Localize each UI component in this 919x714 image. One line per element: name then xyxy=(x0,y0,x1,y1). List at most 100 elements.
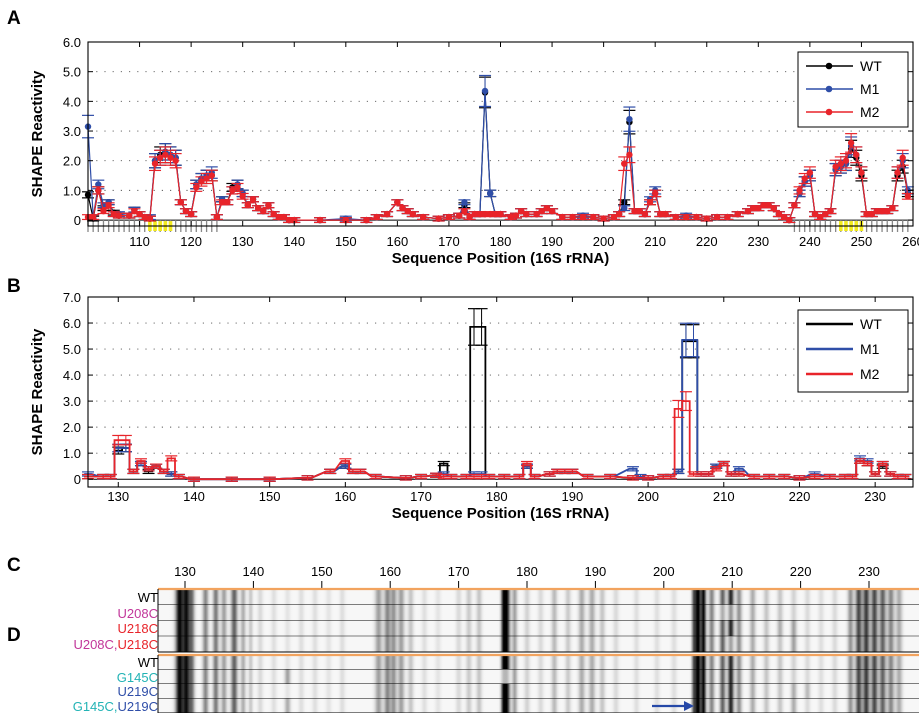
x-tick-label: 200 xyxy=(637,489,659,504)
y-tick-label: 6.0 xyxy=(63,316,81,331)
lane-label-part: U219C xyxy=(117,684,158,700)
x-tick-label: 170 xyxy=(410,489,432,504)
x-tick-label: 180 xyxy=(490,234,512,249)
x-tick-label: 150 xyxy=(259,489,281,504)
data-point xyxy=(878,207,886,215)
gel-panel-c xyxy=(157,587,919,653)
series-line xyxy=(88,141,909,221)
data-point xyxy=(126,212,133,219)
data-point xyxy=(471,210,478,218)
lane-label: U208C,U218C xyxy=(73,638,158,651)
y-tick-label: 0 xyxy=(74,472,81,487)
plot-frame xyxy=(87,296,914,488)
gel-tick-label: 230 xyxy=(858,564,880,579)
data-point xyxy=(873,207,881,215)
data-point xyxy=(156,154,164,161)
series-m1 xyxy=(82,74,914,224)
data-point xyxy=(538,207,545,215)
gel-tick-label: 190 xyxy=(585,564,607,579)
data-point xyxy=(543,204,551,212)
gel-position-axis: 130 140 150 160 170 180 190 200 210 220 230 xyxy=(174,564,880,588)
data-point xyxy=(234,184,241,191)
data-point xyxy=(265,202,272,209)
lane-label-part: U218C xyxy=(117,637,158,653)
data-point xyxy=(270,210,277,218)
lane-label: WT xyxy=(138,656,158,669)
data-point xyxy=(249,196,257,203)
data-point xyxy=(801,175,808,182)
lane-label-part: U219C xyxy=(117,698,158,714)
data-point xyxy=(796,187,803,194)
y-tick-label: 2.0 xyxy=(63,154,81,169)
y-tick-label: 4.0 xyxy=(63,94,81,109)
data-point xyxy=(363,216,370,224)
series-line xyxy=(87,92,909,221)
legend-label: M1 xyxy=(860,81,880,97)
data-point xyxy=(641,210,649,218)
y-tick-label: 4.0 xyxy=(63,368,81,383)
data-point xyxy=(559,213,566,221)
data-point xyxy=(770,204,777,212)
data-point xyxy=(280,213,288,221)
data-point xyxy=(162,151,169,158)
data-point xyxy=(682,213,690,221)
data-point xyxy=(260,207,267,215)
plot-frame xyxy=(87,41,914,227)
x-tick-label: 210 xyxy=(713,489,735,504)
series-wt xyxy=(82,76,914,224)
data-point xyxy=(811,210,819,218)
data-point xyxy=(842,157,850,164)
gel-tick-label: 210 xyxy=(721,564,743,579)
lane-label-part: G145C, xyxy=(72,698,118,714)
data-point xyxy=(626,151,633,158)
lane-label-part: WT xyxy=(137,655,158,671)
x-tick-label: 120 xyxy=(180,234,202,249)
y-tick-label: 6.0 xyxy=(63,35,81,50)
data-point xyxy=(760,202,767,209)
data-point xyxy=(461,207,468,215)
lane-label: G145C xyxy=(117,671,158,684)
data-point xyxy=(224,199,231,206)
legend-label: WT xyxy=(860,316,882,332)
x-tick-label: 170 xyxy=(438,234,460,249)
data-point xyxy=(239,193,246,200)
data-point xyxy=(136,210,143,218)
data-point xyxy=(254,204,262,212)
data-point xyxy=(894,169,901,176)
gel-lane xyxy=(158,620,919,637)
legend-marker xyxy=(825,62,833,70)
data-point xyxy=(404,207,411,215)
series-m2 xyxy=(82,133,914,224)
data-point xyxy=(806,169,814,176)
data-point xyxy=(703,215,710,222)
gel-lane xyxy=(158,604,919,621)
legend-label: M2 xyxy=(860,366,880,382)
x-tick-label: 210 xyxy=(644,234,666,249)
data-point xyxy=(847,139,855,147)
arrow-icon xyxy=(652,701,694,711)
data-point xyxy=(600,215,607,222)
data-point xyxy=(373,213,380,221)
data-point xyxy=(208,172,215,179)
x-tick-label: 190 xyxy=(541,234,563,249)
data-point xyxy=(626,115,633,123)
x-tick-label: 140 xyxy=(183,489,205,504)
data-point xyxy=(713,213,721,221)
data-point xyxy=(399,204,406,212)
legend-label: WT xyxy=(860,58,882,74)
gel-tick-label: 130 xyxy=(174,564,196,579)
data-point xyxy=(203,175,210,182)
data-point xyxy=(899,154,906,161)
data-point xyxy=(445,213,453,221)
data-point xyxy=(755,204,762,212)
y-tick-label: 3.0 xyxy=(63,394,81,409)
x-tick-label: 110 xyxy=(129,234,150,249)
gel-tick-label: 140 xyxy=(243,564,265,579)
lane-label-part: WT xyxy=(137,589,158,605)
data-point xyxy=(533,210,540,218)
lane-label: WT xyxy=(138,591,158,604)
data-point xyxy=(621,204,628,212)
series-wt xyxy=(82,308,912,482)
data-point xyxy=(780,213,788,221)
gel-tick-label: 170 xyxy=(448,564,470,579)
